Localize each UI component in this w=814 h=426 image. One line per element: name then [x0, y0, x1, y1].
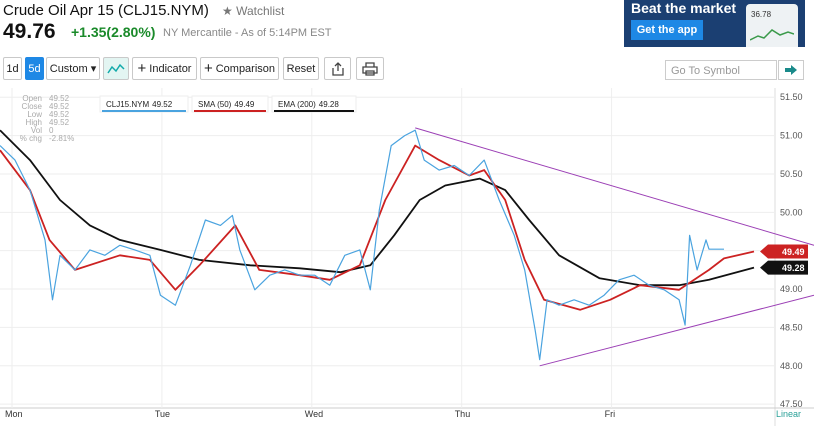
legend-value: 49.52 — [152, 100, 173, 109]
legend-value: 49.49 — [234, 100, 255, 109]
value-tag-label: 49.49 — [782, 247, 805, 257]
ad-button[interactable]: Get the app — [631, 20, 703, 40]
arrow-icon — [785, 65, 797, 75]
plus-icon: + — [203, 60, 213, 77]
info-label: Low — [27, 110, 42, 119]
indicator-button[interactable]: + Indicator — [132, 57, 197, 80]
info-value: 49.52 — [49, 118, 70, 127]
symbol-input[interactable]: Go To Symbol — [665, 60, 777, 80]
series-line — [0, 129, 755, 287]
print-button[interactable] — [356, 57, 384, 80]
watchlist-label: Watchlist — [236, 4, 285, 18]
legend-name: EMA (200) — [278, 100, 316, 109]
go-button[interactable] — [778, 60, 804, 80]
phone: 36.78 — [746, 4, 798, 47]
info-value: 49.52 — [49, 102, 70, 111]
phone-chart — [750, 29, 794, 41]
chart: 47.5048.0048.5049.0049.5050.0050.5051.00… — [0, 88, 814, 426]
value-tag — [760, 260, 808, 275]
indicator-label: Indicator — [149, 62, 192, 75]
y-tick-label: 50.00 — [780, 207, 803, 217]
legend-name: CLJ15.NYM — [106, 100, 149, 109]
legend-entry: CLJ15.NYM 49.52 — [106, 100, 173, 109]
info-value: 49.52 — [49, 110, 70, 119]
custom-label: Custom — [49, 62, 88, 75]
y-tick-label: 49.00 — [780, 284, 803, 294]
watchlist[interactable]: ★ Watchlist — [222, 4, 285, 18]
y-tick-label: 51.00 — [780, 131, 803, 141]
trendline — [539, 294, 814, 367]
comparison-label: Comparison — [215, 62, 276, 75]
ad-headline: Beat the market — [631, 0, 737, 16]
share-icon — [331, 61, 344, 76]
reset-button[interactable]: Reset — [283, 57, 319, 80]
share-button[interactable] — [324, 57, 351, 80]
value-tag — [760, 244, 808, 259]
legend-value: 49.28 — [319, 100, 340, 109]
info-label: % chg — [20, 134, 42, 143]
comparison-button[interactable]: + Comparison — [200, 57, 279, 80]
info-label: Open — [22, 94, 42, 103]
scale-label: Linear — [776, 409, 801, 419]
info-value: -2.81% — [49, 134, 74, 143]
phone-value: 36.78 — [751, 10, 772, 19]
chart-type-button[interactable] — [103, 57, 129, 80]
title: Crude Oil Apr 15 (CLJ15.NYM) — [3, 2, 209, 19]
y-tick-label: 51.50 — [780, 92, 803, 102]
note: NY Mercantile - As of 5:14PM EST — [163, 27, 332, 39]
info-label: Vol — [31, 126, 42, 135]
range-button[interactable]: 1d — [3, 57, 22, 80]
legend-entry: EMA (200) 49.28 — [278, 100, 339, 109]
info-label: High — [26, 118, 42, 127]
chart-type-icon — [107, 63, 125, 73]
y-tick-label: 48.00 — [780, 361, 803, 371]
info-label: Close — [22, 102, 43, 111]
plus-icon: + — [137, 60, 147, 77]
print-icon — [362, 61, 378, 76]
x-tick-label: Thu — [455, 409, 471, 419]
x-tick-label: Fri — [605, 409, 616, 419]
legend-entry: SMA (50) 49.49 — [198, 100, 255, 109]
info-value: 49.52 — [49, 94, 70, 103]
x-tick-label: Tue — [155, 409, 170, 419]
trendline — [415, 127, 814, 246]
y-tick-label: 47.50 — [780, 399, 803, 409]
ad[interactable]: Beat the market Get the app 36.78 — [624, 0, 805, 47]
legend-name: SMA (50) — [198, 100, 232, 109]
custom-button[interactable]: Custom ▾ — [46, 57, 100, 80]
y-tick-label: 50.50 — [780, 169, 803, 179]
value-tag-label: 49.28 — [782, 263, 805, 273]
info-value: 0 — [49, 126, 54, 135]
range-button[interactable]: 5d — [25, 57, 44, 80]
change: +1.35(2.80%) — [71, 24, 156, 40]
x-tick-label: Wed — [305, 409, 323, 419]
series-line — [0, 129, 724, 361]
x-tick-label: Mon — [5, 409, 23, 419]
price: 49.76 — [3, 20, 56, 43]
series-line — [0, 144, 755, 311]
y-tick-label: 48.50 — [780, 322, 803, 332]
